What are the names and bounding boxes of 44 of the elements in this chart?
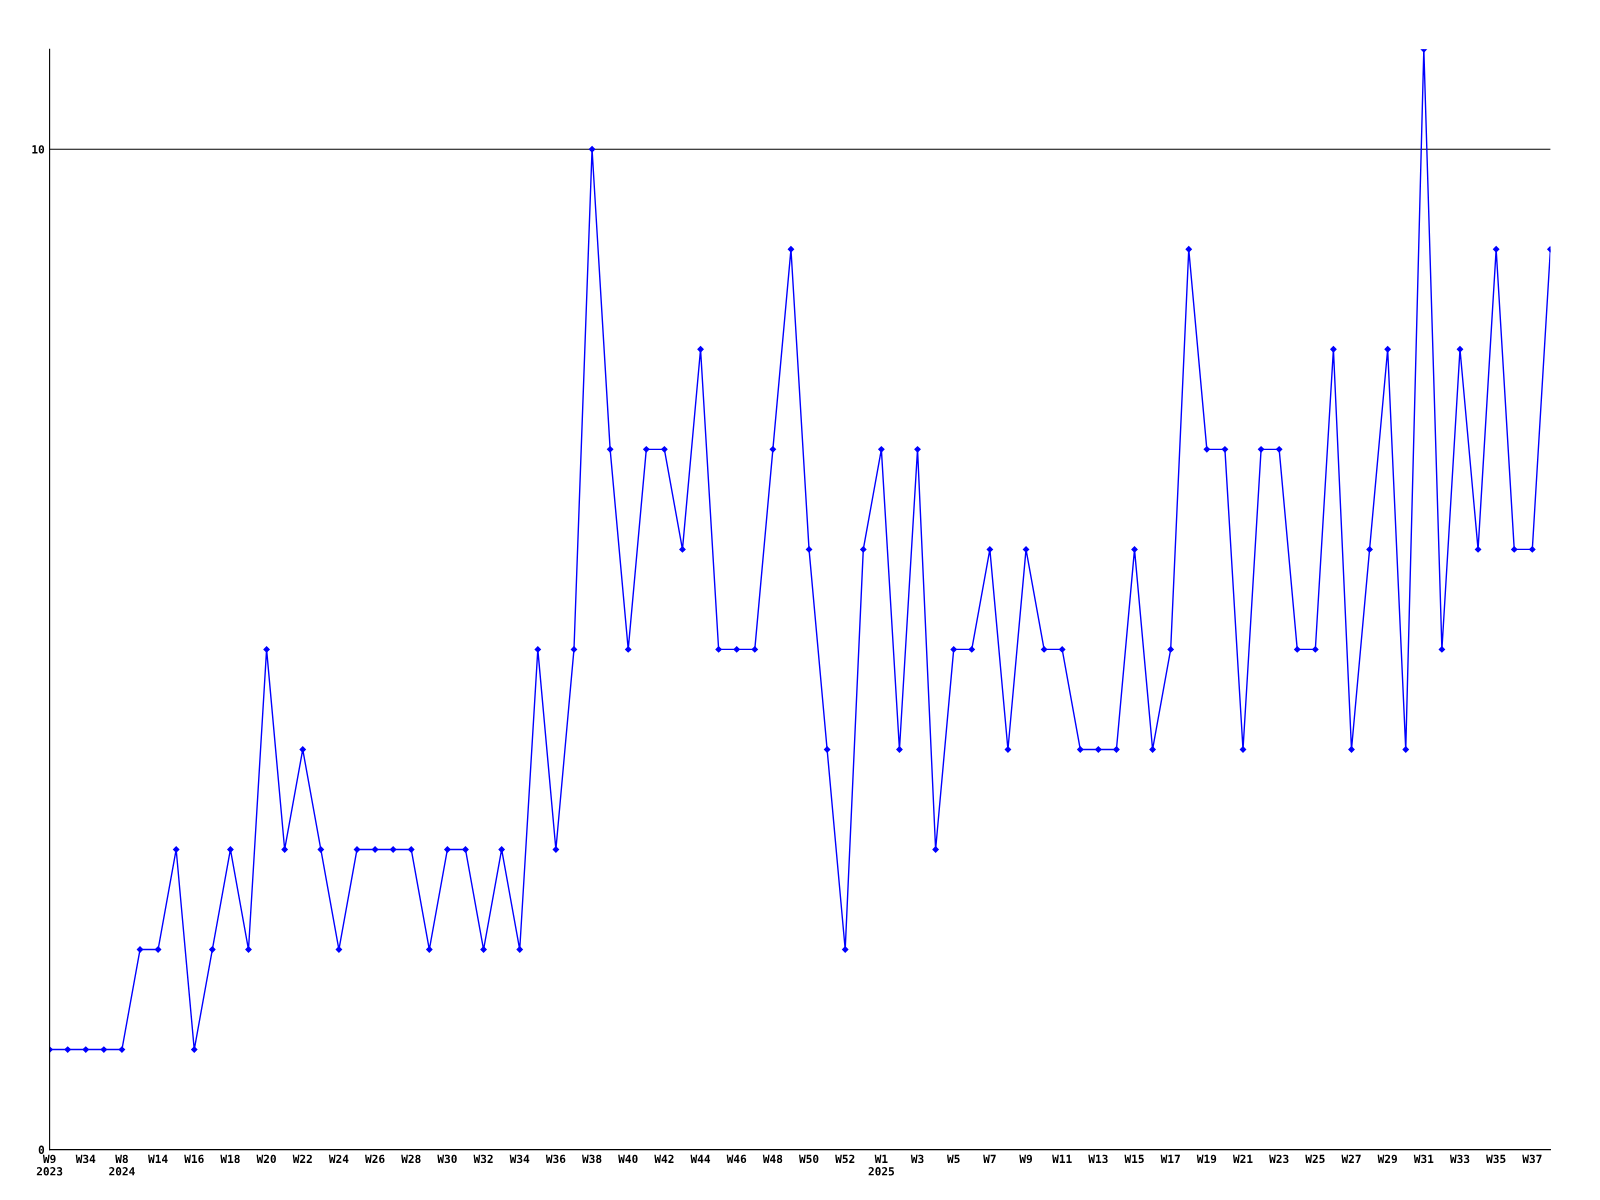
- x-tick-label: W5: [947, 1154, 960, 1164]
- x-tick-label: W18: [220, 1154, 240, 1164]
- x-tick-label: W52: [835, 1154, 855, 1164]
- x-tick-label: W29: [1377, 1154, 1397, 1164]
- x-tick-label: W34: [75, 1154, 96, 1164]
- x-tick-label: W13: [1088, 1154, 1108, 1164]
- x-tick-label: W9: [1019, 1154, 1032, 1164]
- x-tick-label: W20: [256, 1154, 276, 1164]
- y-tick-label: 10: [32, 145, 45, 154]
- x-tick-label: W23: [1269, 1154, 1289, 1164]
- x-tick-label: W19: [1196, 1154, 1217, 1164]
- x-tick-label: W15: [1124, 1154, 1144, 1164]
- x-tick-label: W38: [582, 1154, 602, 1164]
- x-tick-label: W50: [799, 1154, 819, 1164]
- x-tick-label: W44: [690, 1154, 711, 1163]
- x-tick-label: W42: [654, 1154, 674, 1163]
- x-tick-label: W36: [545, 1154, 566, 1164]
- x-tick-label: W8 2024: [109, 1154, 135, 1176]
- x-tick-label: W31: [1413, 1154, 1434, 1164]
- x-tick-label: W16: [184, 1154, 204, 1164]
- x-tick-label: W37: [1522, 1154, 1542, 1164]
- x-tick-label: W3: [910, 1154, 924, 1164]
- x-tick-label: W34: [509, 1154, 530, 1164]
- x-tick-label: W35: [1486, 1154, 1506, 1164]
- x-tick-label: W17: [1160, 1154, 1180, 1163]
- x-tick-label: W11: [1052, 1154, 1072, 1163]
- x-tick-label: W14: [148, 1154, 168, 1163]
- x-tick-label: W33: [1449, 1154, 1470, 1164]
- x-tick-label: W1 2025: [868, 1154, 894, 1176]
- x-tick-label: W25: [1305, 1154, 1325, 1164]
- x-tick-label: W48: [762, 1154, 783, 1164]
- x-tick-label: W26: [365, 1154, 385, 1164]
- x-tick-label: W21: [1232, 1154, 1253, 1163]
- x-tick-label: W24: [328, 1154, 349, 1163]
- x-tick-label: W46: [726, 1154, 747, 1164]
- x-tick-label: W27: [1341, 1154, 1361, 1163]
- y-tick-label: 0: [38, 1145, 45, 1154]
- x-tick-label: W7: [983, 1154, 996, 1163]
- x-tick-label: W28: [401, 1154, 421, 1164]
- x-tick-label: W32: [473, 1154, 493, 1164]
- x-tick-label: W9 2023: [36, 1154, 63, 1176]
- x-tick-label: W40: [618, 1154, 638, 1164]
- x-tick-label: W30: [437, 1154, 457, 1164]
- x-tick-label: W22: [292, 1154, 312, 1163]
